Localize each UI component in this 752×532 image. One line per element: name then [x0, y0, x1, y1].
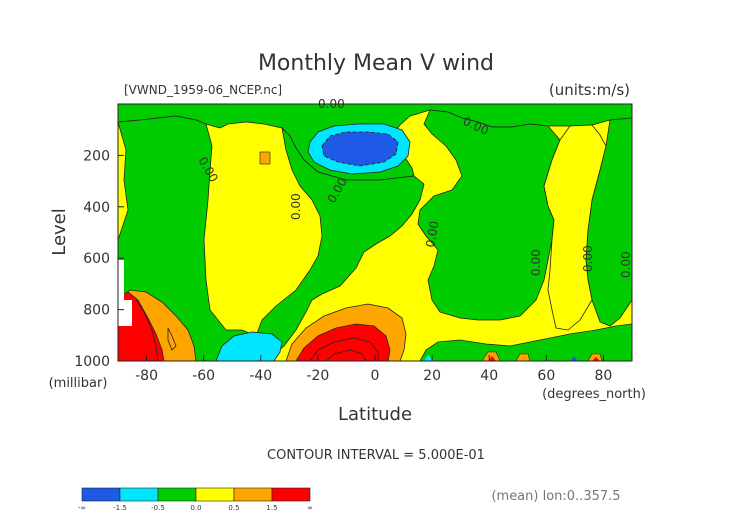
contour-label-zero: 0.00: [289, 193, 303, 220]
y-tick-label: 600: [83, 251, 110, 267]
field-red-dot-right-2: [592, 357, 600, 361]
y-tick-label: 1000: [74, 354, 110, 370]
field-weak-positive-column: [543, 124, 607, 331]
x-axis-label: Latitude: [338, 404, 412, 425]
x-tick-label: 0: [371, 368, 380, 384]
field-cyan-dot-right: [424, 355, 434, 361]
colorbar-swatch: [233, 487, 273, 502]
colorbar: -∞ -1.5 -0.5 0.0 0.5 1.5 ∞: [78, 487, 313, 512]
contour-line-equator-2: [325, 349, 367, 361]
contour-line-left-1: [135, 299, 159, 361]
field-cyan-surface: [215, 331, 283, 361]
colorbar-label: 0.5: [228, 504, 239, 512]
field-orange-blob-right-3: [587, 353, 603, 361]
field-orange-spot: [259, 151, 271, 165]
contour-label-zero: 0.00: [529, 249, 543, 276]
colorbar-swatch: [157, 487, 197, 502]
field-orange-blob-right-2: [515, 353, 531, 361]
field-orange-blob-right-1: [481, 351, 501, 361]
y-axis-units: (millibar): [49, 376, 108, 391]
x-axis: -80 -60 -40 -20 0 20 40 60 80: [135, 355, 612, 384]
contour-line-left-2: [167, 327, 177, 351]
contour-label-zero: 0.00: [581, 245, 595, 272]
plot-area: [118, 104, 632, 361]
y-tick-label: 800: [83, 303, 110, 319]
colorbar-swatch: [195, 487, 235, 502]
field-blue-core: [321, 131, 399, 167]
colorbar-label: -0.5: [151, 504, 165, 512]
contour-label-zero: 0.00: [423, 220, 441, 249]
x-axis-units: (degrees_north): [542, 387, 646, 402]
chart-title: Monthly Mean V wind: [258, 51, 494, 76]
x-tick-label: 60: [537, 368, 555, 384]
x-tick-label: 20: [423, 368, 441, 384]
contour-label-zero: 0.00: [619, 251, 633, 278]
colorbar-label: -1.5: [113, 504, 127, 512]
colorbar-label: -∞: [78, 504, 86, 512]
contour-interval-text: CONTOUR INTERVAL = 5.000E-01: [267, 448, 485, 463]
colorbar-swatch: [81, 487, 121, 502]
x-tick-label: -20: [306, 368, 329, 384]
x-tick-label: -80: [135, 368, 158, 384]
contour-line-equator-1: [309, 337, 379, 361]
x-tick-label: 80: [595, 368, 613, 384]
colorbar-label: 0.0: [190, 504, 201, 512]
field-weak-negative-center: [255, 126, 425, 361]
file-label: [VWND_1959-06_NCEP.nc]: [124, 83, 282, 97]
field-weak-negative-bottom: [419, 323, 632, 361]
colorbar-label: 1.5: [266, 504, 277, 512]
colorbar-swatch: [271, 487, 311, 502]
y-tick-label: 400: [83, 200, 110, 216]
x-tick-label: -40: [249, 368, 272, 384]
mean-text: (mean) lon:0..357.5: [491, 489, 620, 504]
field-red-dot-right-1: [488, 356, 496, 361]
field-weak-negative-right: [417, 109, 561, 321]
y-axis: 200 400 600 800 1000: [74, 148, 124, 370]
units-label: (units:m/s): [549, 81, 630, 99]
x-tick-label: 40: [480, 368, 498, 384]
y-axis-label: Level: [49, 208, 70, 256]
colorbar-label: ∞: [307, 504, 313, 512]
field-red-equator: [295, 323, 391, 361]
colorbar-swatch: [119, 487, 159, 502]
field-blue-dot-right: [570, 356, 578, 361]
x-tick-label: -60: [192, 368, 215, 384]
y-tick-label: 200: [83, 148, 110, 164]
